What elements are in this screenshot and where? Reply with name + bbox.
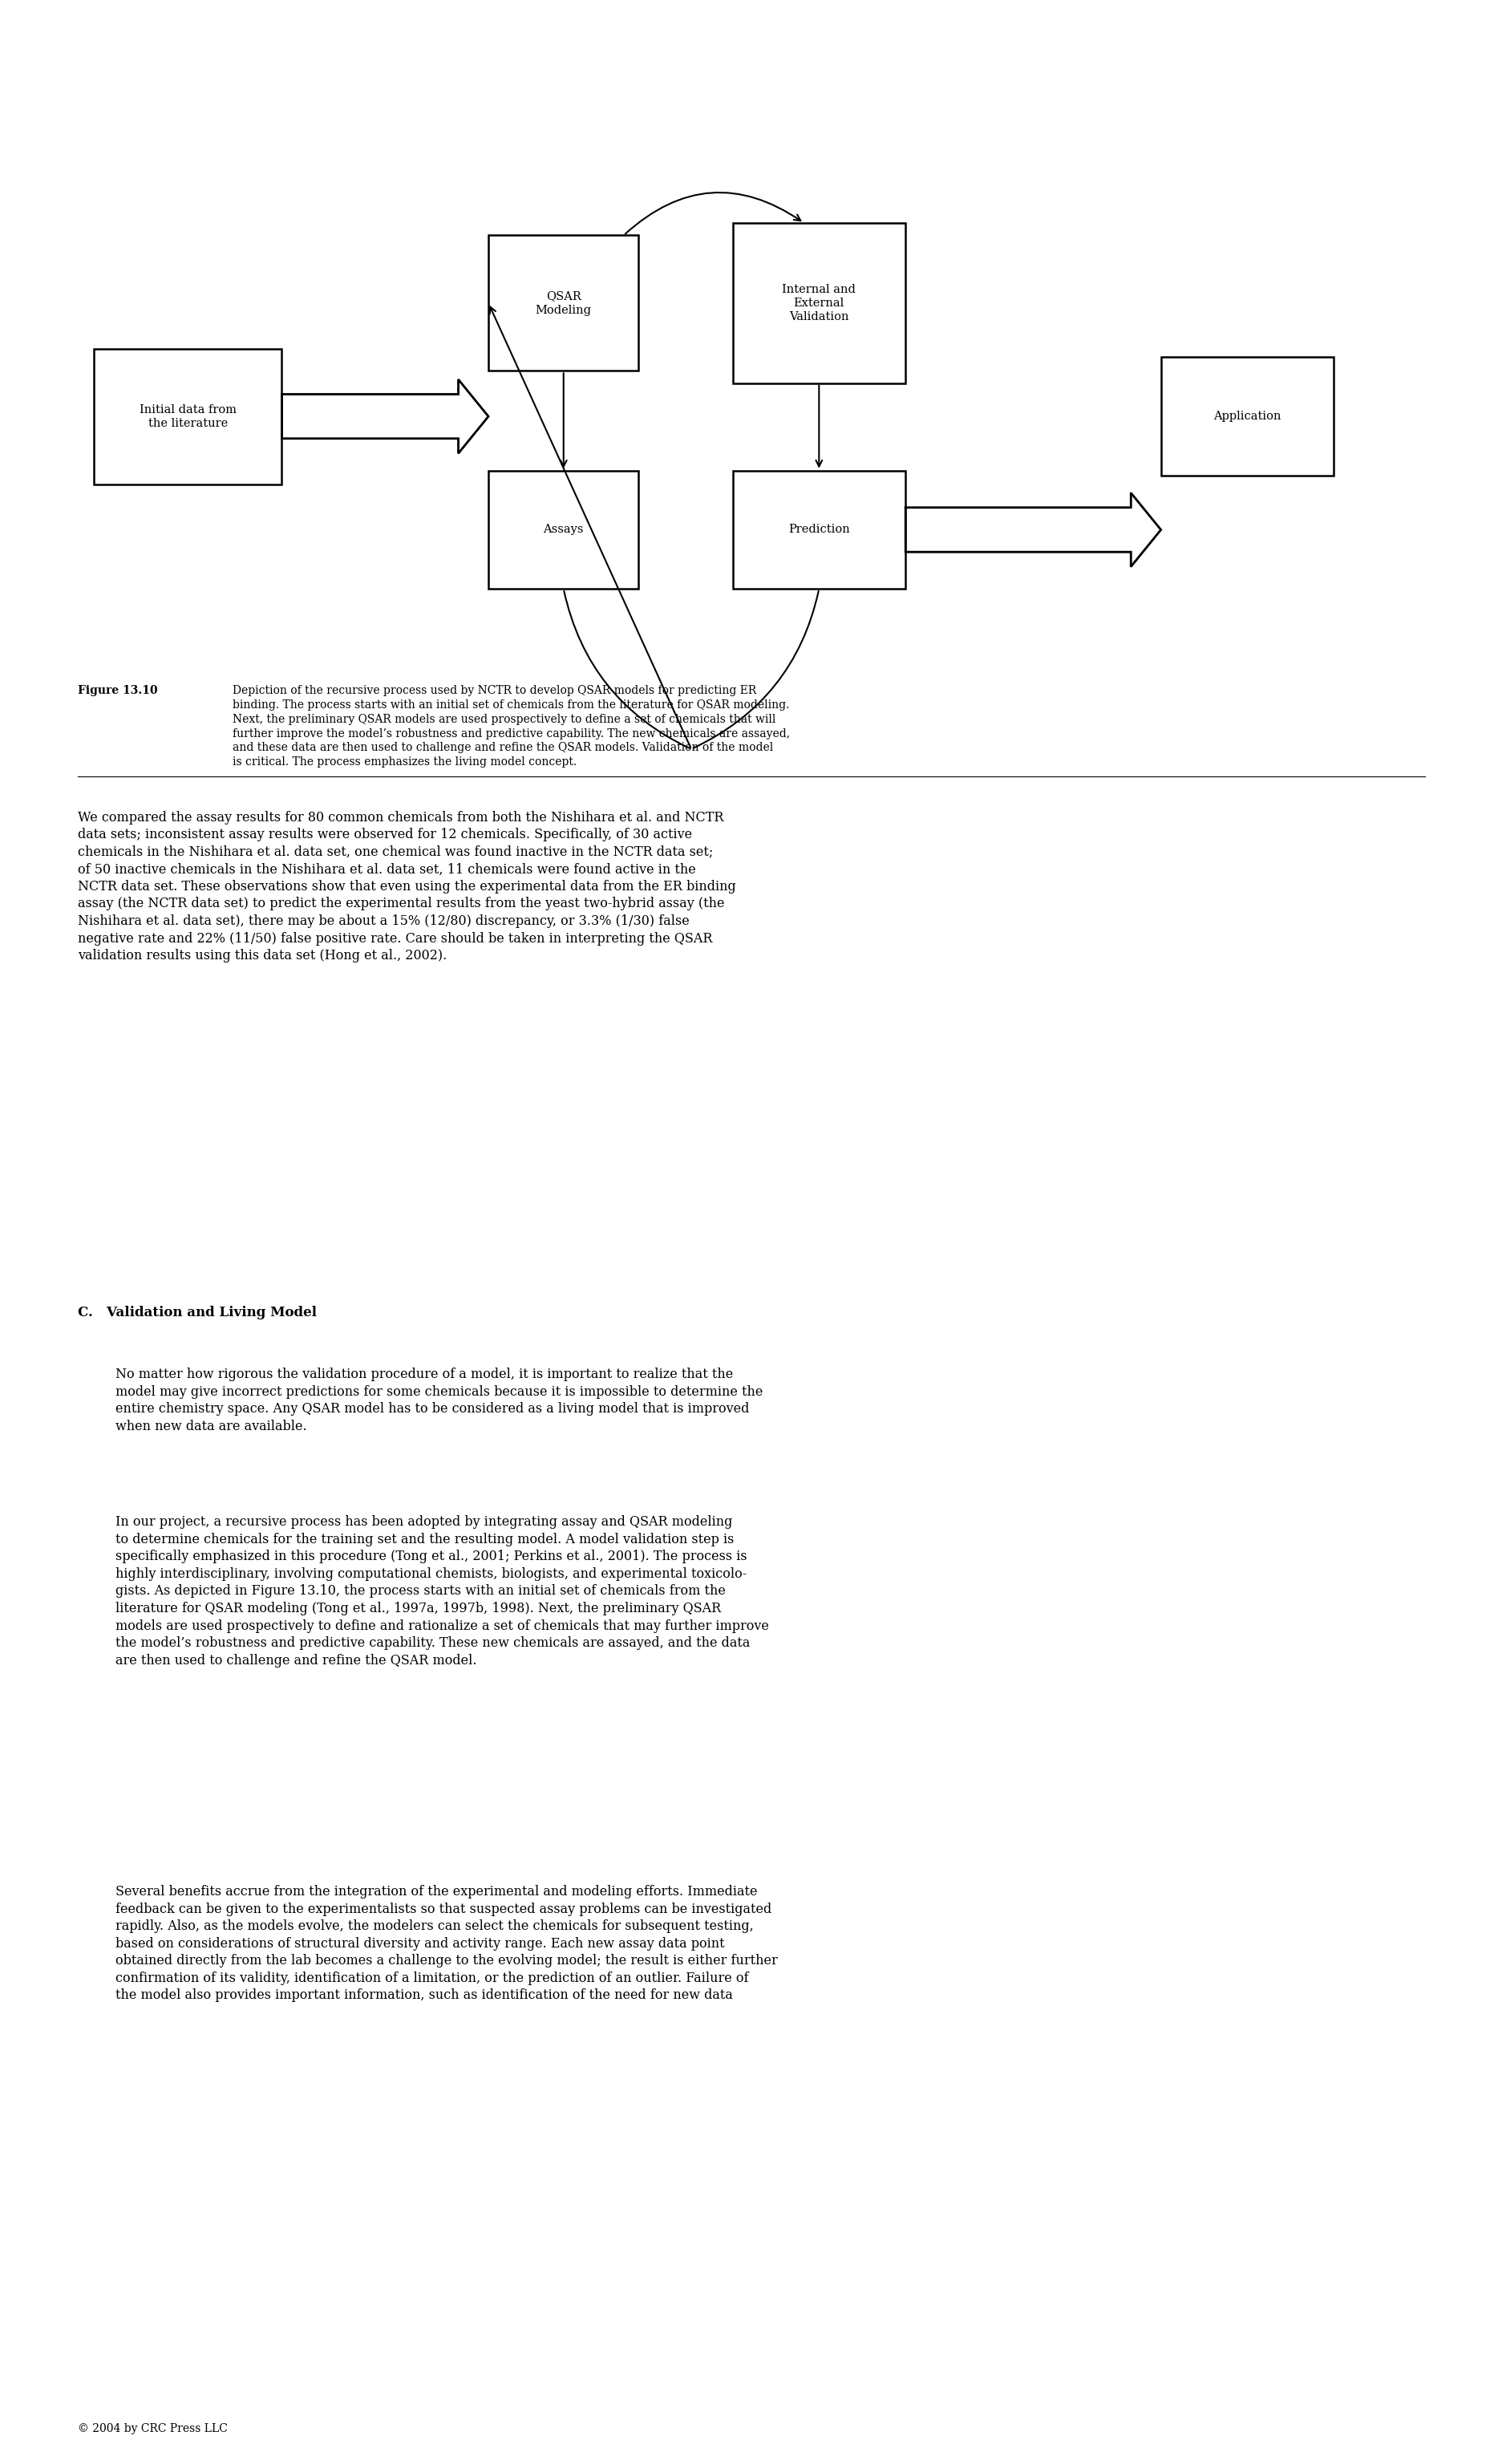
Text: Prediction: Prediction [789, 525, 849, 535]
FancyBboxPatch shape [488, 234, 638, 370]
Text: QSAR
Modeling: QSAR Modeling [535, 291, 592, 315]
Text: Figure 13.10: Figure 13.10 [78, 685, 158, 697]
Text: Several benefits accrue from the integration of the experimental and modeling ef: Several benefits accrue from the integra… [116, 1885, 778, 2003]
Text: © 2004 by CRC Press LLC: © 2004 by CRC Press LLC [78, 2422, 228, 2434]
FancyBboxPatch shape [1160, 357, 1334, 476]
Text: Initial data from
the literature: Initial data from the literature [140, 404, 236, 429]
Text: Application: Application [1212, 411, 1281, 421]
FancyBboxPatch shape [488, 471, 638, 589]
Text: No matter how rigorous the validation procedure of a model, it is important to r: No matter how rigorous the validation pr… [116, 1368, 763, 1434]
Text: Assays: Assays [544, 525, 583, 535]
Polygon shape [281, 379, 488, 453]
FancyBboxPatch shape [733, 224, 904, 382]
Text: C.   Validation and Living Model: C. Validation and Living Model [78, 1306, 317, 1321]
FancyBboxPatch shape [93, 350, 281, 485]
Polygon shape [904, 493, 1160, 567]
Text: We compared the assay results for 80 common chemicals from both the Nishihara et: We compared the assay results for 80 com… [78, 811, 736, 963]
Text: In our project, a recursive process has been adopted by integrating assay and QS: In our project, a recursive process has … [116, 1515, 769, 1668]
FancyBboxPatch shape [733, 471, 904, 589]
Text: Internal and
External
Validation: Internal and External Validation [781, 283, 856, 323]
Text: Depiction of the recursive process used by NCTR to develop QSAR models for predi: Depiction of the recursive process used … [233, 685, 790, 769]
